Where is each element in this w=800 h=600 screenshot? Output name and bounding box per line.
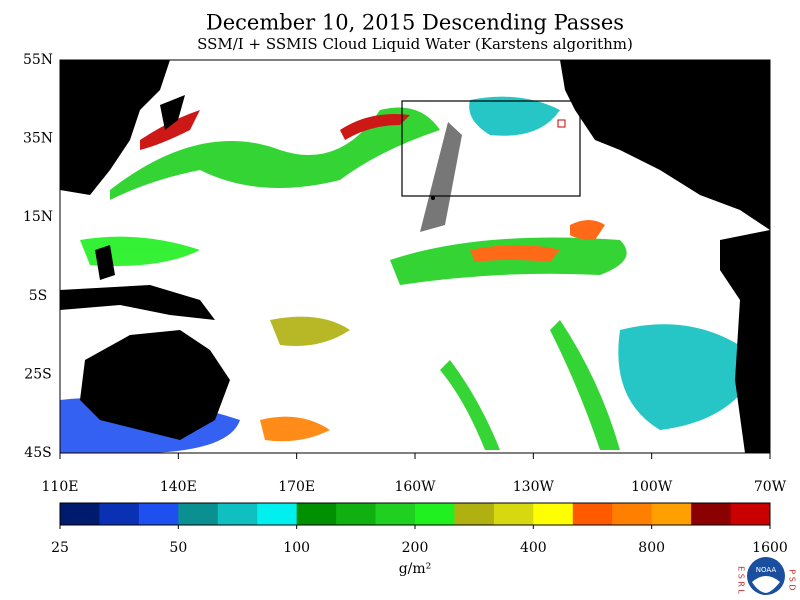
color-swatch — [217, 503, 258, 525]
lon-label: 160W — [394, 479, 436, 495]
lon-label: 110E — [42, 479, 79, 495]
color-swatch — [533, 503, 574, 525]
subtitle: SSM/I + SSMIS Cloud Liquid Water (Karste… — [197, 35, 633, 53]
lon-label: 70W — [754, 479, 787, 495]
lon-label: 100W — [631, 479, 673, 495]
marker — [557, 119, 566, 128]
color-swatch — [336, 503, 377, 525]
logo-wave — [752, 576, 780, 593]
color-swatch — [651, 503, 692, 525]
unit: g/m² — [399, 561, 432, 577]
track — [420, 122, 462, 232]
box — [401, 100, 581, 197]
lon-label: 130W — [513, 479, 555, 495]
lon-label: 140E — [160, 479, 197, 495]
axis-labels: 55N 35N 15N 5S 25S 45S 110E 140E 170E 160W 130W 100… — [23, 52, 787, 495]
color-swatch — [99, 503, 140, 525]
map-area — [59, 59, 771, 454]
colorbar-label: 800 — [638, 540, 665, 556]
point — [431, 196, 435, 200]
japan — [160, 95, 185, 130]
logo: NOAA E S R L P S D — [737, 557, 797, 595]
logo-center: NOAA — [756, 566, 777, 574]
color-swatch — [415, 503, 455, 525]
color-swatch — [730, 503, 771, 525]
colorbar-label: 100 — [283, 540, 310, 556]
color-swatch — [375, 503, 416, 525]
logo-right: P S D — [788, 569, 797, 590]
color-swatch — [296, 503, 337, 525]
philippines — [95, 245, 115, 280]
title: December 10, 2015 Descending Passes — [206, 11, 624, 35]
color-swatch — [138, 503, 179, 525]
color-swatch — [454, 503, 495, 525]
colorbar-label: 50 — [169, 540, 187, 556]
lat-label: 35N — [23, 131, 53, 147]
indonesia — [60, 285, 215, 320]
colorbar-label: 400 — [520, 540, 547, 556]
color-swatch — [178, 503, 219, 525]
lat-label: 15N — [23, 209, 53, 225]
lat-label: 5S — [29, 288, 48, 304]
color-swatch — [257, 503, 298, 525]
lon-label: 170E — [278, 479, 315, 495]
colorbar-label: 25 — [51, 540, 69, 556]
lat-label: 55N — [23, 52, 53, 68]
lat-label: 25S — [24, 366, 51, 382]
color-swatch — [691, 503, 732, 525]
logo-left: E S R L — [737, 566, 746, 594]
color-swatch — [60, 503, 100, 525]
land — [60, 60, 770, 453]
colorbar-label: 1600 — [752, 540, 788, 556]
colorbar-label: 200 — [402, 540, 429, 556]
australia — [80, 330, 230, 440]
south-america — [720, 230, 770, 453]
color-swatch — [572, 503, 613, 525]
color-swatch — [493, 503, 534, 525]
color-swatch — [612, 503, 653, 525]
asia — [60, 60, 170, 195]
lat-label: 45S — [24, 445, 51, 461]
colorbar: 25 50 100 200 400 800 1600 — [51, 502, 788, 556]
north-america — [560, 60, 770, 230]
